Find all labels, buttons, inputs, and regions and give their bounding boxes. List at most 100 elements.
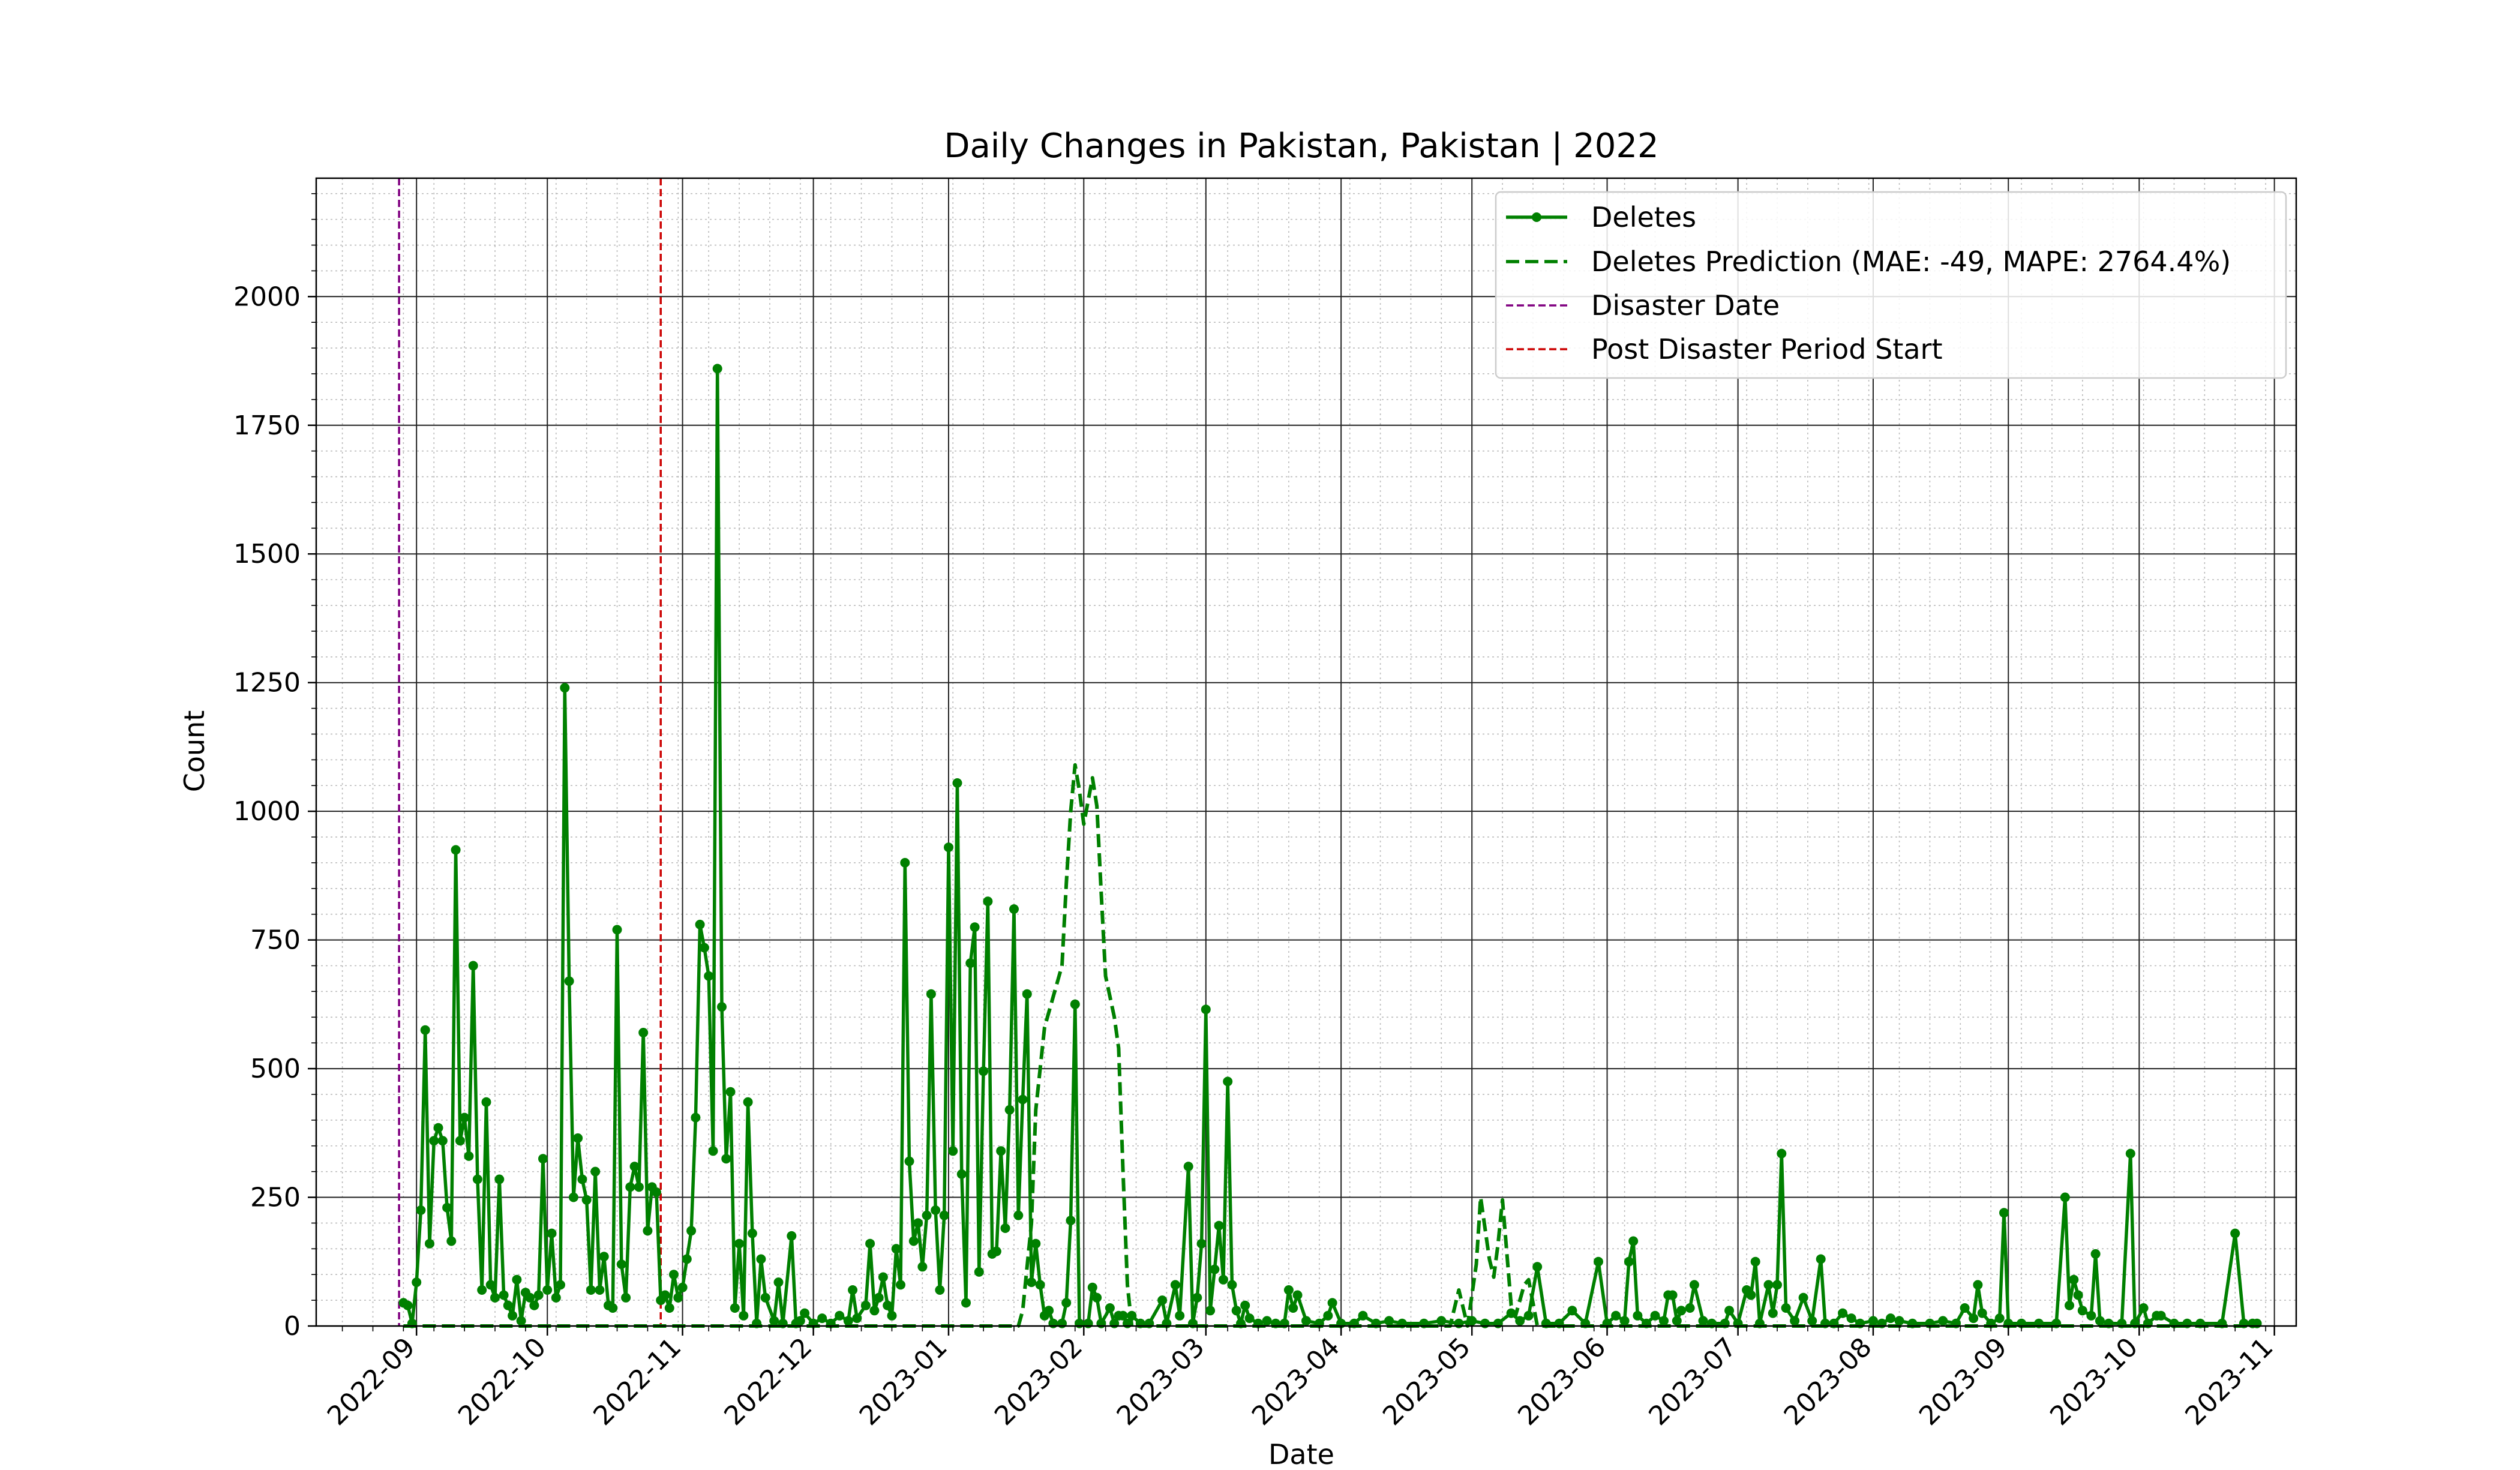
deletes-point (472, 1174, 482, 1184)
deletes-point (2034, 1318, 2044, 1328)
deletes-point (1667, 1290, 1678, 1300)
deletes-point (1244, 1313, 1255, 1324)
y-tick-label: 0 (284, 1311, 301, 1342)
deletes-point (2086, 1310, 2096, 1321)
deletes-point (2090, 1249, 2101, 1259)
deletes-point (1183, 1162, 1193, 1172)
deletes-point (1419, 1318, 1429, 1328)
deletes-point (403, 1300, 413, 1310)
y-tick-label: 1250 (233, 668, 301, 698)
deletes-point (551, 1292, 561, 1303)
deletes-point (1397, 1318, 1407, 1328)
deletes-point (1672, 1316, 1682, 1326)
deletes-point (1118, 1310, 1128, 1321)
deletes-point (1886, 1313, 1895, 1324)
deletes-point (734, 1238, 745, 1249)
prediction-layer (403, 763, 2257, 1328)
deletes-point (1772, 1280, 1782, 1290)
deletes-point (691, 1112, 701, 1123)
deletes-point (1707, 1318, 1717, 1328)
plot-frame (315, 177, 2297, 1327)
deletes-point (2051, 1318, 2062, 1328)
deletes-point (1515, 1316, 1525, 1326)
deletes-point (991, 1246, 1001, 1256)
deletes-point (616, 1259, 626, 1270)
deletes-point (1659, 1316, 1669, 1326)
deletes-point (2143, 1318, 2153, 1328)
deletes-point (485, 1280, 496, 1290)
deletes-point (1567, 1306, 1577, 1316)
deletes-point (1763, 1280, 1774, 1290)
deletes-point (1188, 1318, 1198, 1328)
deletes-point (455, 1136, 465, 1146)
deletes-point (1283, 1285, 1294, 1295)
deletes-point (629, 1162, 640, 1172)
deletes-point (2104, 1318, 2114, 1328)
deletes-point (599, 1252, 609, 1262)
deletes-point (717, 1002, 727, 1012)
deletes-point (1951, 1318, 1961, 1328)
deletes-point (904, 1156, 914, 1166)
deletes-point (1790, 1316, 1800, 1326)
deletes-point (1541, 1318, 1551, 1328)
deletes-point (922, 1210, 932, 1220)
deletes-point (1022, 989, 1032, 999)
deletes-point (581, 1195, 592, 1205)
deletes-point (1144, 1318, 1154, 1328)
deletes-point (747, 1228, 757, 1238)
deletes-point (926, 989, 936, 999)
deletes-point (664, 1303, 674, 1313)
deletes-point (1218, 1274, 1228, 1285)
deletes-point (1768, 1308, 1778, 1318)
deletes-point (1000, 1223, 1010, 1233)
deletes-point (1057, 1318, 1067, 1328)
deletes-point (1083, 1318, 1093, 1328)
deletes-point (860, 1300, 871, 1310)
deletes-point (564, 976, 574, 986)
deletes-point (573, 1133, 583, 1143)
deletes-point (542, 1285, 553, 1295)
deletes-point (1855, 1318, 1865, 1328)
deletes-point (1698, 1316, 1708, 1326)
deletes-point (1894, 1316, 1904, 1326)
deletes-point (1506, 1308, 1516, 1318)
deletes-point (508, 1310, 518, 1321)
deletes-point (948, 1146, 958, 1156)
deletes-point (1650, 1310, 1660, 1321)
deletes-point (695, 919, 705, 929)
deletes-point (682, 1254, 692, 1264)
y-tick-label: 500 (250, 1054, 301, 1084)
deletes-point (2195, 1318, 2206, 1328)
deletes-point (773, 1277, 784, 1288)
deletes-point (533, 1290, 544, 1300)
deletes-point (612, 925, 622, 935)
deletes-point (512, 1274, 522, 1285)
deletes-point (1127, 1310, 1137, 1321)
deletes-point (621, 1292, 631, 1303)
deletes-point (433, 1123, 443, 1133)
deletes-point (525, 1292, 535, 1303)
deletes-point (983, 896, 993, 907)
deletes-point (708, 1146, 718, 1156)
deletes-point (2252, 1318, 2262, 1328)
deletes-point (1977, 1308, 1987, 1318)
deletes-point (1554, 1318, 1564, 1328)
deletes-point (499, 1290, 509, 1300)
deletes-point (1798, 1292, 1808, 1303)
deletes-point (420, 1025, 430, 1035)
deletes-point (451, 845, 461, 855)
deletes-point (1075, 1318, 1084, 1328)
deletes-point (1301, 1316, 1311, 1326)
deletes-point (865, 1238, 875, 1249)
deletes-point (1031, 1238, 1041, 1249)
deletes-point (638, 1028, 649, 1037)
deletes-point (1807, 1316, 1817, 1326)
deletes-point (2217, 1318, 2227, 1328)
deletes-point (442, 1202, 452, 1213)
deletes-point (2239, 1318, 2249, 1328)
deletes-point (2117, 1318, 2127, 1328)
deletes-point (1004, 1105, 1015, 1115)
deletes-point (878, 1272, 888, 1282)
y-tick-label: 1000 (233, 796, 301, 827)
y-axis-ticks: 0 250 500 750 1000 1250 1500 1750 2000 (233, 193, 316, 1342)
